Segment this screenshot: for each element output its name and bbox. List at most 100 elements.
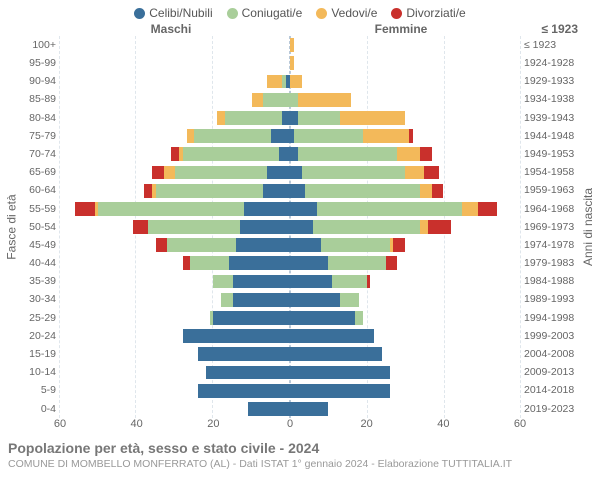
segment-divorced: [152, 166, 164, 180]
bar: [221, 293, 290, 307]
age-label: 0-4: [20, 400, 60, 418]
bar: [252, 93, 290, 107]
segment-single: [248, 402, 290, 416]
birth-label: 1974-1978: [520, 236, 580, 254]
pyramid-row: [60, 218, 520, 236]
segment-single: [290, 347, 382, 361]
bar: [290, 238, 405, 252]
bar: [198, 384, 290, 398]
segment-married: [225, 111, 282, 125]
pyramid-row: [60, 309, 520, 327]
pyramid-row: [60, 91, 520, 109]
legend-label: Coniugati/e: [242, 6, 303, 20]
male-half: [60, 254, 290, 272]
segment-married: [298, 147, 398, 161]
segment-widowed: [397, 147, 420, 161]
female-half: [290, 54, 520, 72]
segment-widowed: [462, 202, 477, 216]
female-half: [290, 327, 520, 345]
bar: [156, 238, 290, 252]
legend-label: Divorziati/e: [406, 6, 465, 20]
legend-swatch: [391, 8, 402, 19]
male-half: [60, 127, 290, 145]
birth-label: 2004-2008: [520, 345, 580, 363]
age-label: 45-49: [20, 236, 60, 254]
segment-single: [183, 329, 290, 343]
bar: [290, 402, 328, 416]
pyramid-row: [60, 54, 520, 72]
segment-divorced: [156, 238, 167, 252]
segment-married: [317, 202, 463, 216]
segment-married: [340, 293, 359, 307]
bar: [290, 184, 443, 198]
male-half: [60, 72, 290, 90]
segment-single: [267, 166, 290, 180]
segment-divorced: [478, 202, 497, 216]
segment-single: [290, 111, 298, 125]
segment-single: [282, 111, 290, 125]
pyramid-row: [60, 163, 520, 181]
bar: [290, 56, 294, 70]
age-label: 10-14: [20, 363, 60, 381]
female-half: [290, 291, 520, 309]
male-half: [60, 382, 290, 400]
male-half: [60, 145, 290, 163]
segment-single: [290, 293, 340, 307]
segment-married: [221, 293, 233, 307]
segment-single: [290, 238, 321, 252]
x-tick: 20: [361, 418, 373, 430]
bar: [290, 293, 359, 307]
segment-single: [290, 366, 390, 380]
pyramid-row: [60, 272, 520, 290]
x-tick: 20: [207, 418, 219, 430]
pyramid-row: [60, 145, 520, 163]
segment-divorced: [144, 184, 152, 198]
age-label: 100+: [20, 36, 60, 54]
bar: [290, 111, 405, 125]
chart-title: Popolazione per età, sesso e stato civil…: [8, 440, 592, 456]
segment-widowed: [252, 93, 263, 107]
age-axis: 100+95-9990-9485-8980-8475-7970-7465-696…: [20, 36, 60, 418]
birth-label: 1969-1973: [520, 218, 580, 236]
segment-single: [279, 147, 290, 161]
bar: [290, 311, 363, 325]
bar: [290, 220, 451, 234]
segment-married: [213, 275, 232, 289]
age-label: 60-64: [20, 182, 60, 200]
segment-married: [321, 238, 390, 252]
segment-widowed: [290, 75, 302, 89]
female-half: [290, 72, 520, 90]
segment-widowed: [405, 166, 424, 180]
column-headers: Maschi Femmine ≤ 1923: [0, 22, 600, 36]
female-half: [290, 345, 520, 363]
x-tick: 60: [514, 418, 526, 430]
segment-married: [98, 202, 244, 216]
female-half: [290, 236, 520, 254]
segment-divorced: [409, 129, 413, 143]
segment-single: [290, 402, 328, 416]
legend-swatch: [134, 8, 145, 19]
pyramid-row: [60, 182, 520, 200]
x-axis: 6040200204060: [0, 418, 600, 434]
segment-married: [290, 93, 298, 107]
segment-married: [156, 184, 263, 198]
segment-widowed: [187, 129, 195, 143]
segment-married: [148, 220, 240, 234]
header-male: Maschi: [56, 22, 286, 36]
age-label: 5-9: [20, 382, 60, 400]
legend-swatch: [316, 8, 327, 19]
segment-single: [236, 238, 290, 252]
male-half: [60, 36, 290, 54]
legend-item: Divorziati/e: [391, 6, 465, 20]
pyramid-row: [60, 291, 520, 309]
bar: [206, 366, 290, 380]
pyramid-row: [60, 400, 520, 418]
birth-label: 1984-1988: [520, 272, 580, 290]
male-half: [60, 345, 290, 363]
segment-divorced: [386, 256, 397, 270]
male-half: [60, 218, 290, 236]
female-half: [290, 36, 520, 54]
age-label: 55-59: [20, 200, 60, 218]
bar: [290, 166, 440, 180]
female-half: [290, 182, 520, 200]
